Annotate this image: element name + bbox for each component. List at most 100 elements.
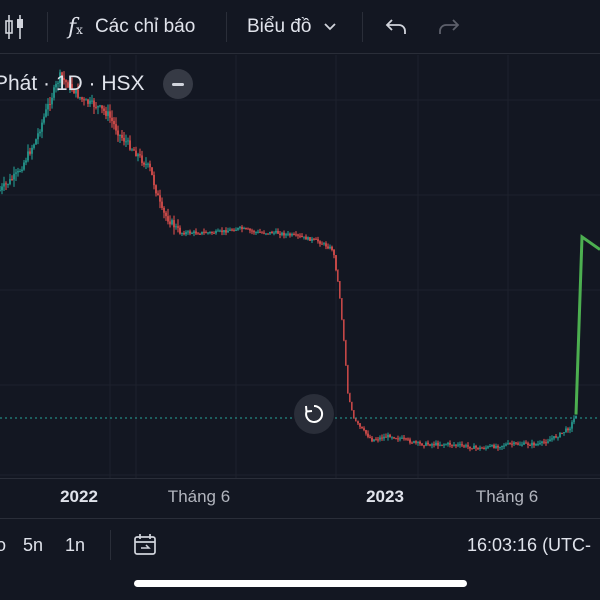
toolbar-divider bbox=[362, 12, 363, 42]
candle-body bbox=[521, 444, 523, 446]
candle-body bbox=[35, 139, 37, 145]
candle-body bbox=[81, 97, 83, 100]
candle-body bbox=[63, 77, 65, 81]
candle-body bbox=[15, 172, 17, 174]
candle-body bbox=[337, 270, 339, 282]
candle-body bbox=[435, 442, 437, 446]
candle-body bbox=[49, 104, 51, 106]
candle-body bbox=[347, 365, 349, 394]
candle-body bbox=[381, 437, 383, 439]
price-chart[interactable] bbox=[0, 55, 600, 478]
candle-body bbox=[393, 437, 395, 439]
candle-body bbox=[221, 230, 223, 233]
go-to-date-button[interactable] bbox=[132, 519, 158, 571]
candles-icon[interactable] bbox=[4, 0, 26, 54]
candle-body bbox=[355, 418, 357, 422]
candle-body bbox=[431, 444, 433, 446]
candle-body bbox=[537, 443, 539, 445]
candle-body bbox=[289, 233, 291, 236]
candle-body bbox=[167, 216, 169, 222]
candle-body bbox=[443, 444, 445, 446]
candle-body bbox=[79, 97, 81, 99]
candle-body bbox=[375, 439, 377, 441]
candle-body bbox=[367, 433, 369, 437]
candle-body bbox=[137, 154, 139, 157]
candle-body bbox=[267, 233, 269, 235]
candle-body bbox=[333, 250, 335, 256]
candle-body bbox=[553, 436, 555, 439]
candle-body bbox=[225, 230, 227, 233]
candle-body bbox=[189, 231, 191, 234]
candle-body bbox=[257, 231, 259, 233]
candle-body bbox=[67, 82, 69, 88]
candle-body bbox=[201, 231, 203, 234]
candle-body bbox=[183, 232, 185, 235]
candle-body bbox=[503, 445, 505, 447]
candle-body bbox=[5, 183, 7, 185]
candle-body bbox=[119, 134, 121, 136]
chart-grid bbox=[0, 55, 600, 478]
candle-body bbox=[235, 229, 237, 232]
candle-body bbox=[37, 133, 39, 140]
candle-body bbox=[313, 238, 315, 240]
candle-body bbox=[389, 434, 391, 438]
candle-body bbox=[269, 231, 271, 234]
symbol-label[interactable]: Phát · 1D · HSX bbox=[0, 72, 145, 95]
candle-body bbox=[195, 231, 197, 234]
candle-body bbox=[535, 444, 537, 446]
range-button[interactable]: o bbox=[0, 534, 7, 555]
bottom-bar: o 5n 1n 16:03:16 (UTC- bbox=[0, 518, 600, 570]
candle-body bbox=[29, 151, 31, 154]
candle-body bbox=[397, 438, 399, 440]
candle-body bbox=[83, 99, 85, 101]
candle-body bbox=[25, 160, 27, 163]
candle-body bbox=[129, 140, 131, 150]
candle-body bbox=[493, 445, 495, 448]
candle-body bbox=[425, 442, 427, 446]
candle-body bbox=[127, 140, 129, 142]
candle-body bbox=[529, 444, 531, 446]
candle-body bbox=[519, 444, 521, 446]
candle-body bbox=[451, 444, 453, 446]
chart-type-button[interactable]: Biểu đồ bbox=[247, 0, 337, 54]
candle-body bbox=[561, 432, 563, 434]
candle-body bbox=[47, 104, 49, 110]
reset-chart-button[interactable] bbox=[294, 394, 334, 434]
candle-body bbox=[215, 230, 217, 234]
range-5n-button[interactable]: 5n bbox=[23, 534, 44, 555]
toolbar-divider bbox=[47, 12, 48, 42]
candle-body bbox=[527, 443, 529, 445]
candle-body bbox=[249, 228, 251, 231]
candle-body bbox=[463, 445, 465, 447]
candle-body bbox=[147, 163, 149, 165]
candle-body bbox=[547, 441, 549, 443]
candle-body bbox=[233, 230, 235, 232]
candle-body bbox=[487, 446, 489, 448]
candle-body bbox=[341, 298, 343, 320]
clock-readout[interactable]: 16:03:16 (UTC- bbox=[467, 534, 592, 555]
time-tick: Tháng 6 bbox=[167, 487, 231, 506]
range-1n-button[interactable]: 1n bbox=[65, 534, 86, 555]
candle-body bbox=[301, 236, 303, 238]
candle-body bbox=[43, 116, 45, 123]
redo-button[interactable] bbox=[437, 0, 461, 54]
undo-button[interactable] bbox=[384, 0, 408, 54]
candle-body bbox=[449, 442, 451, 445]
candle-body bbox=[181, 232, 183, 234]
candle-body bbox=[273, 232, 275, 234]
candle-body bbox=[261, 232, 263, 234]
candle-body bbox=[403, 437, 405, 439]
indicators-button[interactable]: fx Các chỉ báo bbox=[68, 0, 195, 54]
candle-body bbox=[141, 155, 143, 163]
candle-body bbox=[495, 446, 497, 448]
candle-body bbox=[241, 226, 243, 230]
candle-body bbox=[427, 442, 429, 445]
candle-body bbox=[7, 184, 9, 186]
candle-body bbox=[33, 144, 35, 148]
candle-body bbox=[539, 442, 541, 444]
candle-body bbox=[105, 110, 107, 116]
collapse-legend-button[interactable] bbox=[162, 69, 193, 99]
candle-body bbox=[93, 100, 95, 107]
candle-body bbox=[275, 231, 277, 233]
candle-body bbox=[311, 238, 313, 241]
